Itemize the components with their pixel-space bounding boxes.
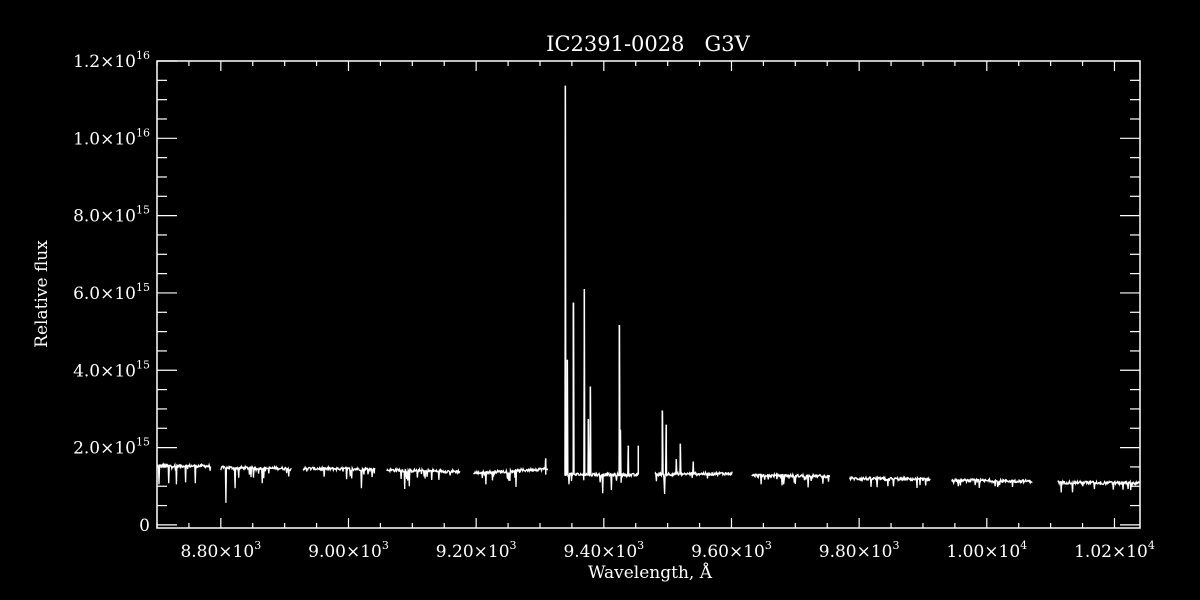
x-tick-label: 1.02×104 xyxy=(1074,539,1155,562)
spectrum-segment xyxy=(564,85,639,494)
x-tick-label: 8.80×103 xyxy=(180,539,261,562)
chart-title: IC2391-0028 G3V xyxy=(546,32,751,56)
y-tick-label: 1.2×1016 xyxy=(73,49,150,72)
axes xyxy=(156,60,1141,529)
x-tick-label: 9.80×103 xyxy=(819,539,900,562)
x-tick-label: 9.20×103 xyxy=(436,539,517,562)
spectrum-segment xyxy=(156,462,212,485)
y-tick-label: 6.0×1015 xyxy=(73,281,150,304)
y-axis-label: Relative flux xyxy=(32,240,52,348)
spectrum-series xyxy=(156,85,1141,503)
spectrum-segment xyxy=(473,458,549,488)
x-tick-labels: 8.80×103 9.00×103 9.20×103 9.40×103 9.60×103… xyxy=(180,539,1154,562)
y-tick-label: 8.0×1015 xyxy=(73,204,150,227)
y-tick-label: 1.0×1016 xyxy=(73,126,150,149)
spectrum-segment xyxy=(302,464,376,489)
y-tick-label: 4.0×1015 xyxy=(73,358,150,381)
y-tick-labels: 0 2.0×1015 4.0×1015 6.0×1015 8.0×1015 1.0×101… xyxy=(73,49,150,536)
x-axis-label: Wavelength, Å xyxy=(588,562,713,583)
y-tick-label: 0 xyxy=(139,516,150,536)
spectrum-segment xyxy=(386,466,461,490)
spectrum-segment xyxy=(848,475,931,489)
x-tick-label: 9.60×103 xyxy=(691,539,772,562)
plot-frame xyxy=(156,60,1141,529)
spectrum-segment xyxy=(951,476,1033,488)
spectrum-segment xyxy=(220,464,292,503)
y-tick-label: 2.0×1015 xyxy=(73,436,150,459)
x-tick-label: 9.40×103 xyxy=(563,539,644,562)
x-tick-label: 1.00×104 xyxy=(946,539,1027,562)
x-tick-label: 9.00×103 xyxy=(308,539,389,562)
spectrum-segment xyxy=(751,471,831,488)
spectrum-segment xyxy=(1057,479,1141,493)
